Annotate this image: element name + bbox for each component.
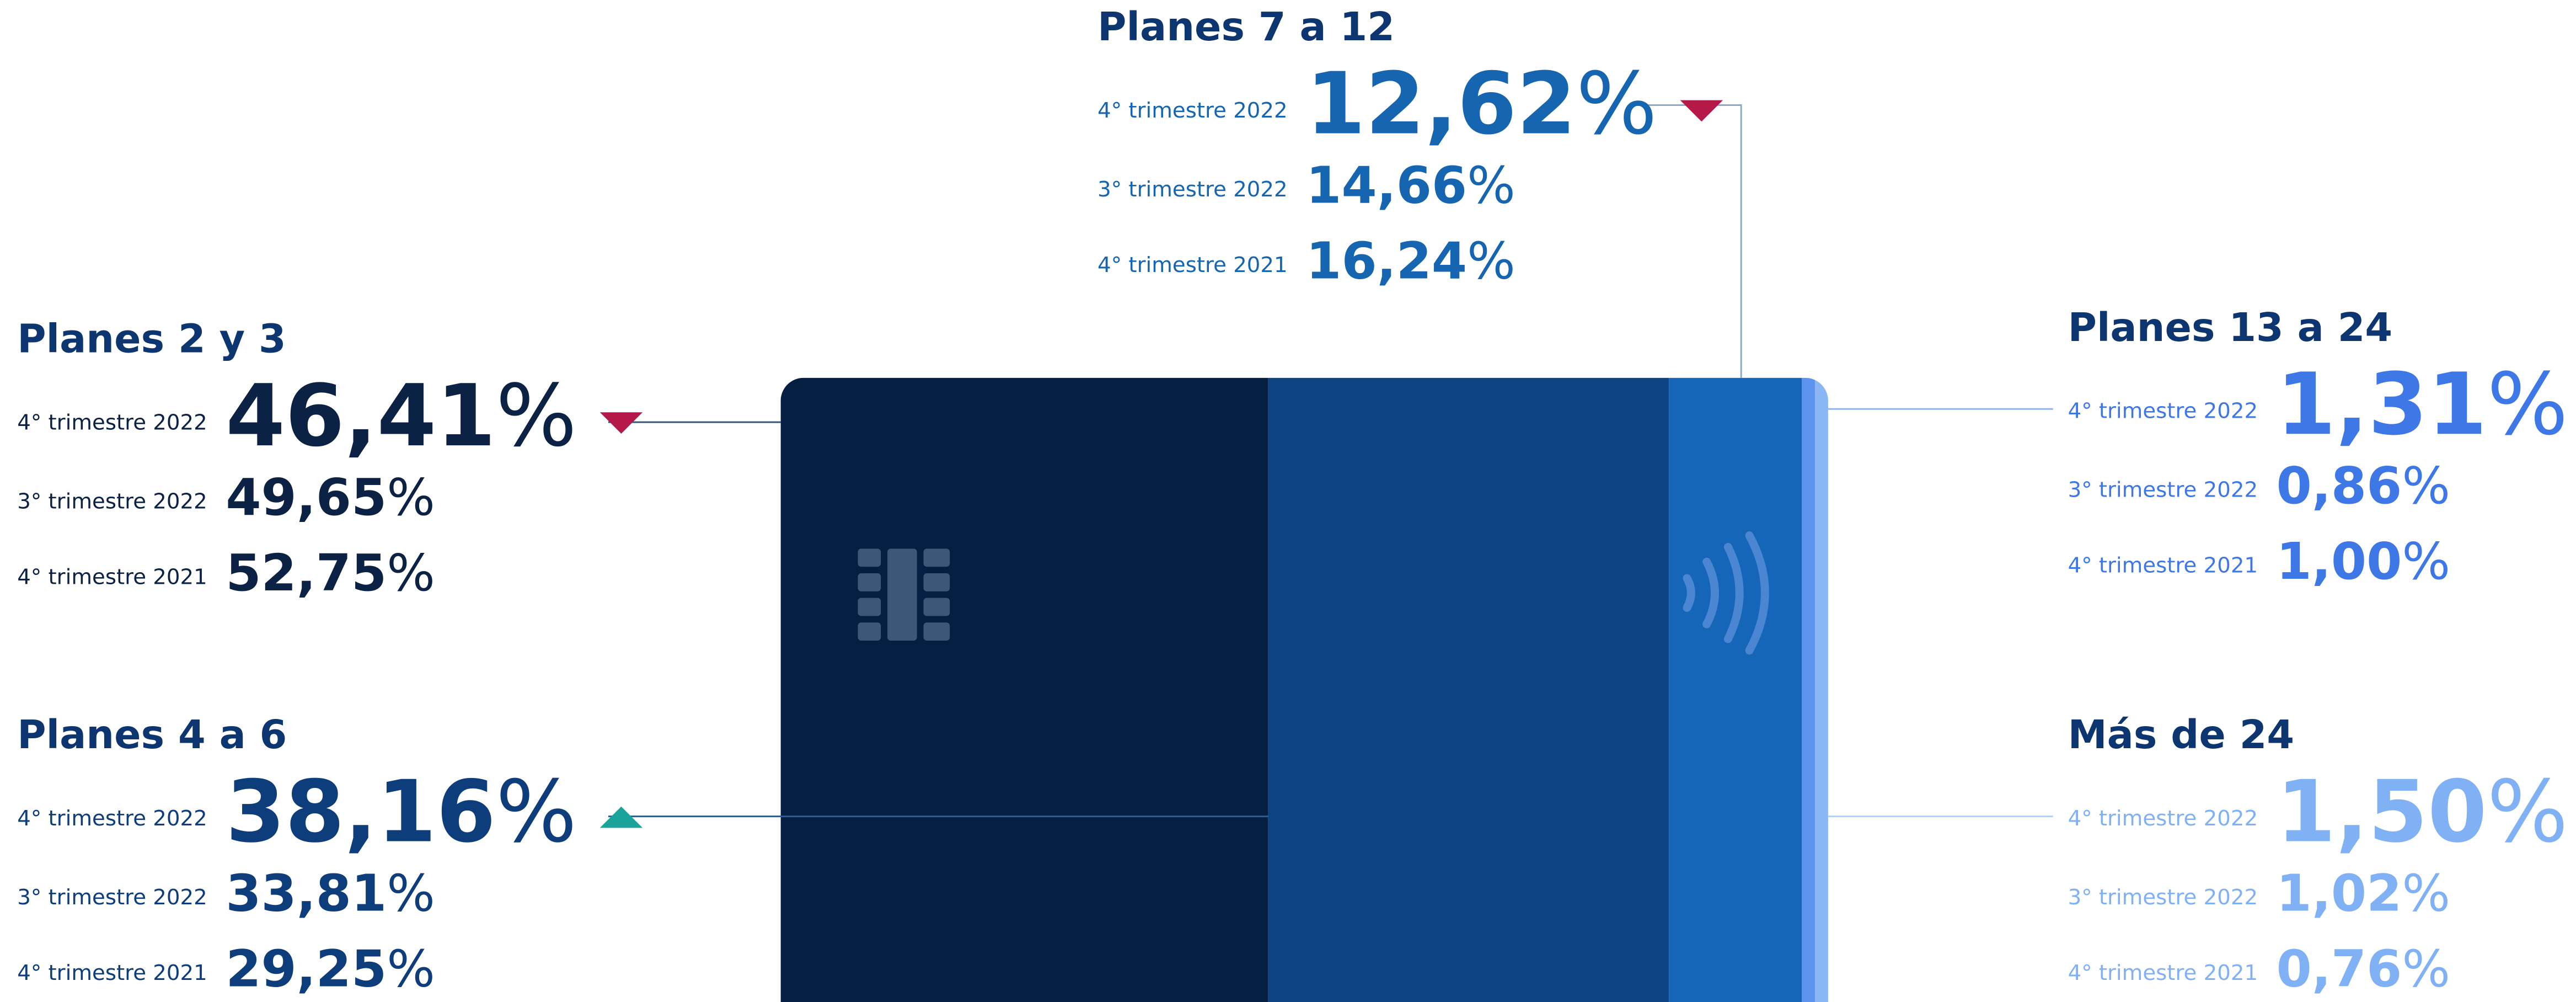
value-number: 16,24 [1306, 231, 1467, 291]
value-number: 14,66 [1306, 156, 1467, 215]
stat-group: Planes 2 y 3 4° trimestre 2022 46,41% 3° tr… [17, 316, 643, 603]
row-value: 16,24% [1306, 231, 1515, 291]
stat-group: Planes 13 a 24 4° trimestre 2022 1,31% 3° t… [2068, 305, 2568, 591]
stat-group: Más de 24 4° trimestre 2022 1,50% 3° trimes… [2068, 712, 2568, 999]
card-section [1268, 377, 1669, 1002]
value-unit: % [2487, 355, 2568, 455]
value-number: 33,81 [226, 864, 387, 923]
row-label: 4° trimestre 2022 [2068, 806, 2258, 831]
value-unit: % [2402, 531, 2450, 591]
value-number: 1,02 [2277, 864, 2402, 923]
card-section [1802, 377, 1815, 1002]
stat-group: Planes 4 a 6 4° trimestre 2022 38,16% 3° tr… [17, 712, 643, 999]
value-number: 12,62 [1306, 54, 1576, 154]
row-label: 4° trimestre 2021 [1097, 253, 1288, 278]
card-section [1669, 377, 1802, 1002]
trend-down-arrow [1680, 100, 1723, 122]
row-label: 4° trimestre 2021 [17, 961, 207, 985]
value-unit: % [496, 366, 577, 466]
value-number: 1,31 [2277, 355, 2487, 455]
row-value: 29,25% [226, 939, 435, 999]
row-label: 3° trimestre 2022 [2068, 478, 2258, 503]
value-unit: % [387, 864, 435, 923]
row-value: 0,86% [2277, 456, 2450, 516]
group-title: Planes 13 a 24 [2068, 305, 2393, 350]
contactless-icon [1683, 531, 1769, 655]
row-label: 4° trimestre 2021 [2068, 961, 2258, 985]
row-value: 1,50% [2277, 762, 2568, 862]
value-unit: % [2402, 864, 2450, 923]
row-label: 3° trimestre 2022 [1097, 177, 1288, 202]
row-label: 3° trimestre 2022 [17, 885, 207, 910]
value-unit: % [387, 543, 435, 603]
row-value: 1,31% [2277, 355, 2568, 455]
value-unit: % [2402, 939, 2450, 999]
value-number: 0,76 [2277, 939, 2402, 999]
value-unit: % [2402, 456, 2450, 516]
value-unit: % [1467, 156, 1515, 215]
value-unit: % [387, 467, 435, 527]
group-title: Planes 2 y 3 [17, 316, 286, 362]
row-value: 1,00% [2277, 531, 2450, 591]
row-value: 14,66% [1306, 156, 1515, 215]
trend-up-arrow [599, 806, 643, 828]
value-unit: % [1576, 54, 1657, 154]
value-number: 1,50 [2277, 762, 2487, 862]
value-unit: % [1467, 231, 1515, 291]
row-value: 49,65% [226, 467, 435, 527]
trend-down-arrow [599, 412, 643, 434]
value-number: 52,75 [226, 543, 387, 603]
row-label: 4° trimestre 2022 [17, 806, 207, 831]
group-title: Más de 24 [2068, 712, 2295, 758]
value-unit: % [2487, 762, 2568, 862]
card [780, 377, 1828, 1002]
value-unit: % [387, 939, 435, 999]
value-number: 1,00 [2277, 531, 2402, 591]
value-number: 29,25 [226, 939, 387, 999]
group-title: Planes 4 a 6 [17, 712, 287, 758]
row-label: 3° trimestre 2022 [17, 489, 207, 514]
row-value: 52,75% [226, 543, 435, 603]
card-section [1815, 377, 1828, 1002]
group-title: Planes 7 a 12 [1097, 4, 1395, 50]
row-value: 1,02% [2277, 864, 2450, 923]
row-value: 38,16% [226, 762, 577, 862]
row-value: 0,76% [2277, 939, 2450, 999]
value-unit: % [496, 762, 577, 862]
row-label: 4° trimestre 2021 [2068, 553, 2258, 578]
card-section [780, 377, 1268, 1002]
row-label: 4° trimestre 2021 [17, 564, 207, 589]
stat-group: Planes 7 a 12 4° trimestre 2022 12,62% 3° t… [1097, 4, 1723, 291]
value-number: 0,86 [2277, 456, 2402, 516]
row-value: 33,81% [226, 864, 435, 923]
value-number: 38,16 [226, 762, 496, 862]
chip-icon [858, 548, 950, 641]
row-value: 46,41% [226, 366, 577, 466]
row-label: 3° trimestre 2022 [2068, 885, 2258, 910]
row-value: 12,62% [1306, 54, 1657, 154]
value-number: 49,65 [226, 467, 387, 527]
row-label: 4° trimestre 2022 [2068, 399, 2258, 424]
row-label: 4° trimestre 2022 [1097, 98, 1288, 123]
connectors [608, 104, 2053, 818]
row-label: 4° trimestre 2022 [17, 411, 207, 435]
value-number: 46,41 [226, 366, 496, 466]
